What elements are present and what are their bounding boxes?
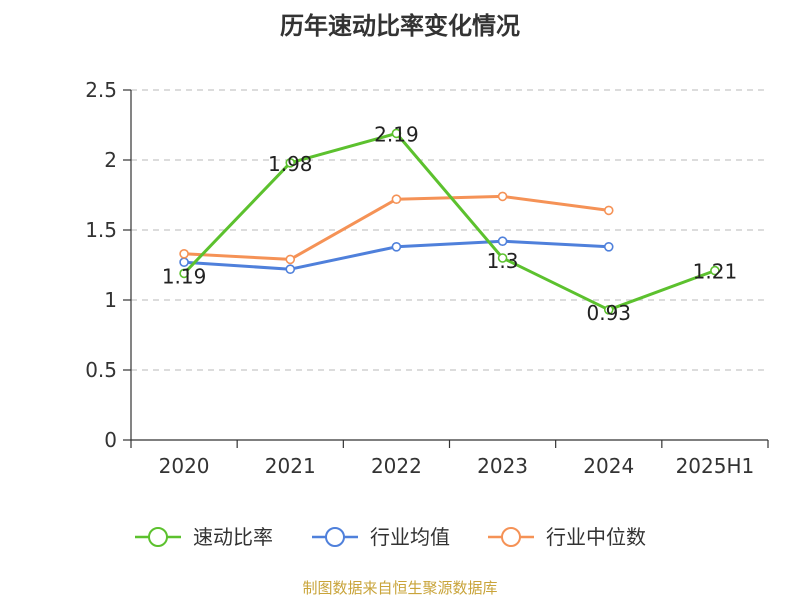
data-point (391, 128, 402, 139)
data-label: 1.21 (693, 260, 738, 284)
legend-item: 速动比率 (135, 525, 273, 549)
legend-marker (325, 527, 345, 547)
x-tick-label: 2023 (477, 454, 528, 478)
data-label: 1.98 (268, 152, 313, 176)
data-label: 1.19 (162, 264, 207, 288)
grid-lines (131, 89, 768, 371)
data-point (603, 242, 614, 252)
y-tick-label: 2 (104, 148, 117, 172)
data-point (179, 249, 189, 259)
x-tick-label: 2025H1 (676, 454, 755, 478)
data-point (710, 265, 720, 276)
data-label: 0.93 (586, 301, 631, 325)
x-tick-label: 2021 (265, 454, 316, 478)
data-point (603, 304, 614, 315)
data-point (285, 158, 296, 168)
y-tick-label: 2.5 (85, 78, 117, 102)
y-tick-label: 1 (104, 288, 117, 312)
data-label: 1.3 (487, 249, 519, 273)
data-point (497, 236, 508, 246)
data-labels: 1.19 1.98 2.19 1.3 0.93 1.21 (162, 122, 737, 324)
legend-label: 速动比率 (193, 525, 273, 549)
legend-item: 行业均值 (312, 525, 450, 549)
data-point (603, 205, 614, 216)
data-point (391, 194, 402, 204)
legend-item: 行业中位数 (488, 525, 646, 549)
chart-title: 历年速动比率变化情况 (280, 12, 520, 40)
data-point (497, 253, 508, 263)
data-point (285, 254, 296, 265)
legend-label: 行业中位数 (546, 525, 646, 549)
data-point (285, 264, 296, 275)
legend-label: 行业均值 (370, 525, 450, 549)
y-tick-label: 0.5 (85, 358, 117, 382)
axes: 0 0.5 1 1.5 2 2.5 2020 2021 2022 2023 2024 2025H1 (85, 78, 769, 478)
series-lines (179, 128, 720, 315)
data-point (497, 191, 508, 202)
source-caption: 制图数据来自恒生聚源数据库 (302, 579, 498, 597)
y-tick-label: 0 (104, 428, 117, 452)
x-tick-label: 2020 (159, 454, 210, 478)
legend-marker (148, 527, 168, 547)
data-label: 2.19 (374, 122, 419, 146)
x-tick-label: 2024 (583, 454, 634, 478)
data-point (179, 268, 189, 279)
y-tick-label: 1.5 (85, 218, 117, 242)
series-line (183, 131, 716, 312)
x-tick-label: 2022 (371, 454, 422, 478)
data-point (391, 242, 402, 252)
legend-marker (501, 527, 521, 547)
legend: 速动比率 行业均值 行业中位数 (135, 525, 646, 549)
